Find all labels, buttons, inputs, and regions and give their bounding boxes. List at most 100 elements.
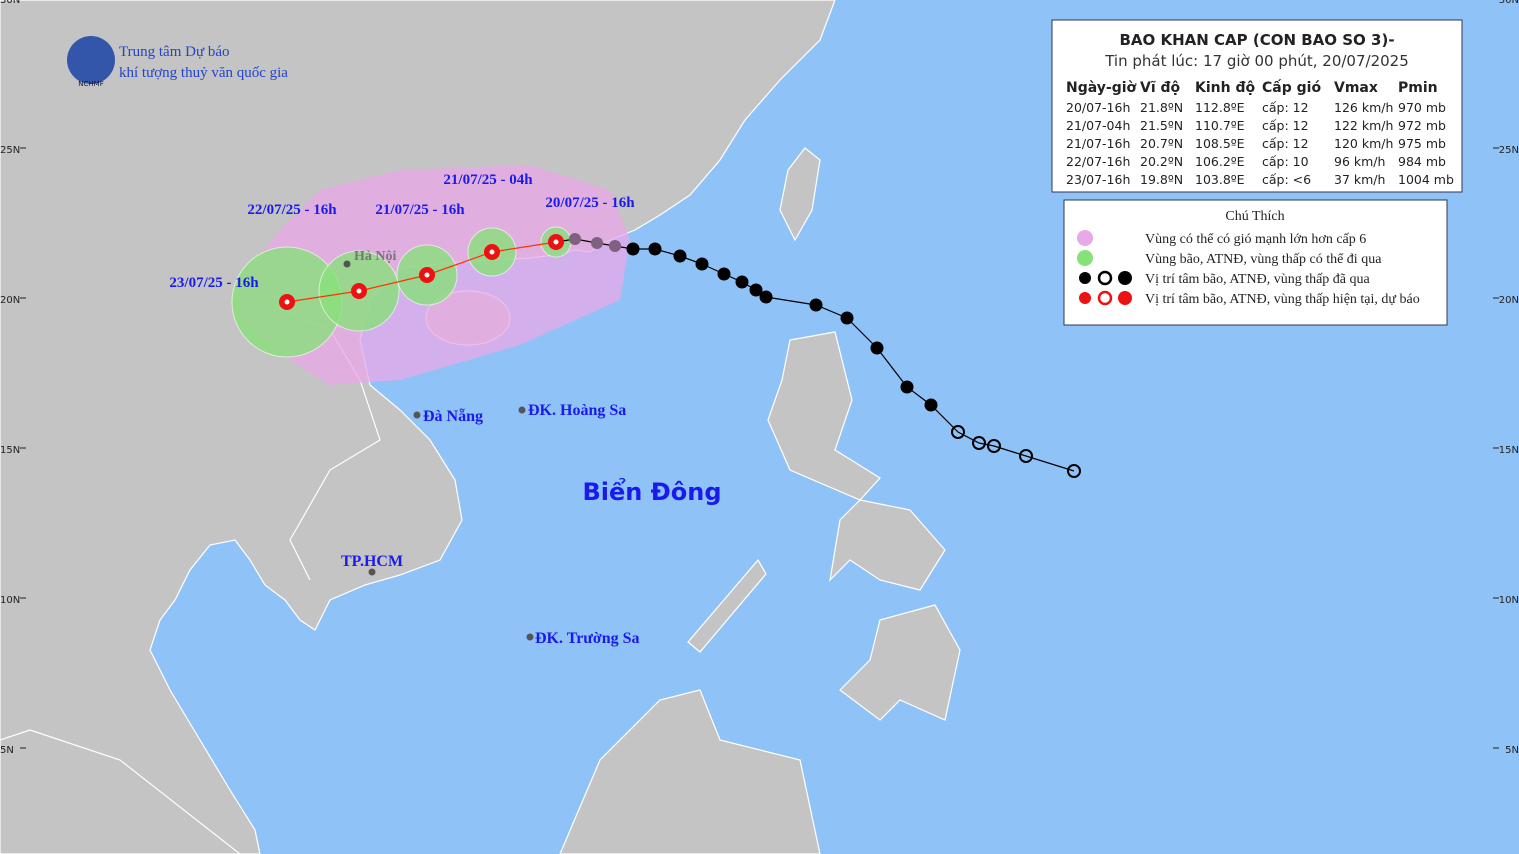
org-name: Trung tâm Dự báo <box>119 44 230 60</box>
table-cell: 126 km/h <box>1334 100 1393 115</box>
forecast-eye <box>424 272 430 278</box>
legend-icon <box>1097 290 1113 306</box>
table-cell: cấp: 12 <box>1262 118 1309 133</box>
column-header: Ngày-giờ <box>1066 80 1137 96</box>
column-header: Pmin <box>1398 80 1438 96</box>
bulletin-box <box>1051 19 1463 193</box>
column-header: Kinh độ <box>1195 80 1255 96</box>
table-cell: 112.8ºE <box>1195 100 1245 115</box>
lat-label: 30N <box>0 0 20 6</box>
legend-icon <box>1118 291 1132 305</box>
table-cell: 21.8ºN <box>1140 100 1183 115</box>
table-cell: 970 mb <box>1398 100 1446 115</box>
forecast-eye <box>356 288 362 294</box>
table-cell: 106.2ºE <box>1195 154 1245 169</box>
table-cell: cấp: 12 <box>1262 136 1309 151</box>
forecast-eye <box>489 249 495 255</box>
table-cell: 21/07-04h <box>1066 118 1130 133</box>
legend-item: Vùng có thể có gió mạnh lớn hơn cấp 6 <box>1145 232 1366 247</box>
place-label: ĐK. Hoàng Sa <box>528 402 626 419</box>
table-cell: 120 km/h <box>1334 136 1393 151</box>
past-position <box>900 380 914 394</box>
luzon <box>767 331 881 501</box>
place-dot <box>518 406 526 414</box>
past-position <box>695 257 709 271</box>
palawan <box>687 558 767 653</box>
place-dot <box>413 411 421 419</box>
table-cell: 108.5ºE <box>1195 136 1245 151</box>
past-position <box>673 249 687 263</box>
table-cell: 103.8ºE <box>1195 172 1245 187</box>
past-position <box>924 398 938 412</box>
bulletin-issued: Tin phát lúc: 17 giờ 00 phút, 20/07/2025 <box>1104 52 1409 70</box>
track-label: 22/07/25 - 16h <box>247 202 337 218</box>
visayas <box>829 499 946 591</box>
past-position <box>717 267 731 281</box>
past-position <box>735 275 749 289</box>
table-cell: 21.5ºN <box>1140 118 1183 133</box>
legend-item: Vùng bão, ATNĐ, vùng thấp có thể đi qua <box>1145 252 1382 267</box>
table-cell: 96 km/h <box>1334 154 1385 169</box>
sumatra <box>0 729 241 854</box>
forecast-eye <box>284 299 290 305</box>
place-dot <box>343 260 351 268</box>
org-name: khí tượng thuỷ văn quốc gia <box>119 65 288 81</box>
borneo <box>559 689 821 854</box>
legend-icon <box>1097 270 1113 286</box>
place-dot <box>368 568 376 576</box>
past-position <box>987 439 1001 453</box>
logo-text: NCHMF <box>78 80 103 88</box>
legend-icon <box>1079 292 1091 304</box>
legend-icon <box>1077 250 1093 266</box>
place-label: Hà Nội <box>354 249 397 264</box>
table-cell: 20/07-16h <box>1066 100 1130 115</box>
past-position <box>749 283 763 297</box>
table-cell: 122 km/h <box>1334 118 1393 133</box>
track-label: 23/07/25 - 16h <box>169 275 259 291</box>
table-cell: cấp: <6 <box>1262 172 1311 187</box>
lat-label: 5N <box>1505 745 1519 756</box>
table-cell: 37 km/h <box>1334 172 1385 187</box>
map-labels: 20/07/25 - 16h 21/07/25 - 04h 21/07/25 - 1… <box>0 0 1519 756</box>
past-position <box>759 290 773 304</box>
track-label: 21/07/25 - 16h <box>375 202 465 218</box>
legend-icon <box>1077 230 1093 246</box>
lat-label: 20N <box>0 295 20 306</box>
table-cell: 984 mb <box>1398 154 1446 169</box>
legend-icon <box>1079 272 1091 284</box>
legend-icon <box>1118 271 1132 285</box>
past-position <box>1019 449 1033 463</box>
recent-position <box>591 237 603 249</box>
table-cell: 110.7ºE <box>1195 118 1245 133</box>
table-cell: 19.8ºN <box>1140 172 1183 187</box>
lat-label: 10N <box>0 595 20 606</box>
past-position <box>951 425 965 439</box>
column-header: Vmax <box>1334 80 1378 96</box>
table-cell: 975 mb <box>1398 136 1446 151</box>
place-label: ĐK. Trường Sa <box>535 630 640 647</box>
forecast-eye <box>553 239 559 245</box>
lat-label: 5N <box>0 745 14 756</box>
place-label: Đà Nẵng <box>423 408 483 425</box>
logo <box>67 36 115 84</box>
table-cell: cấp: 12 <box>1262 100 1309 115</box>
past-position <box>1067 464 1081 478</box>
past-position <box>840 311 854 325</box>
table-cell: cấp: 10 <box>1262 154 1309 169</box>
past-position <box>972 436 986 450</box>
table-cell: 21/07-16h <box>1066 136 1130 151</box>
legend-title: Chú Thích <box>1225 209 1284 224</box>
legend-item: Vị trí tâm bão, ATNĐ, vùng thấp đã qua <box>1145 272 1371 287</box>
past-position <box>648 242 662 256</box>
lat-label: 20N <box>1499 295 1519 306</box>
table-cell: 23/07-16h <box>1066 172 1130 187</box>
table-cell: 20.7ºN <box>1140 136 1183 151</box>
past-position <box>870 341 884 355</box>
past-position <box>626 242 640 256</box>
past-position <box>809 298 823 312</box>
bulletin-title: BAO KHAN CAP (CON BAO SO 3)- <box>1119 31 1394 49</box>
recent-position <box>609 240 621 252</box>
table-cell: 1004 mb <box>1398 172 1454 187</box>
lat-label: 25N <box>1499 145 1519 156</box>
